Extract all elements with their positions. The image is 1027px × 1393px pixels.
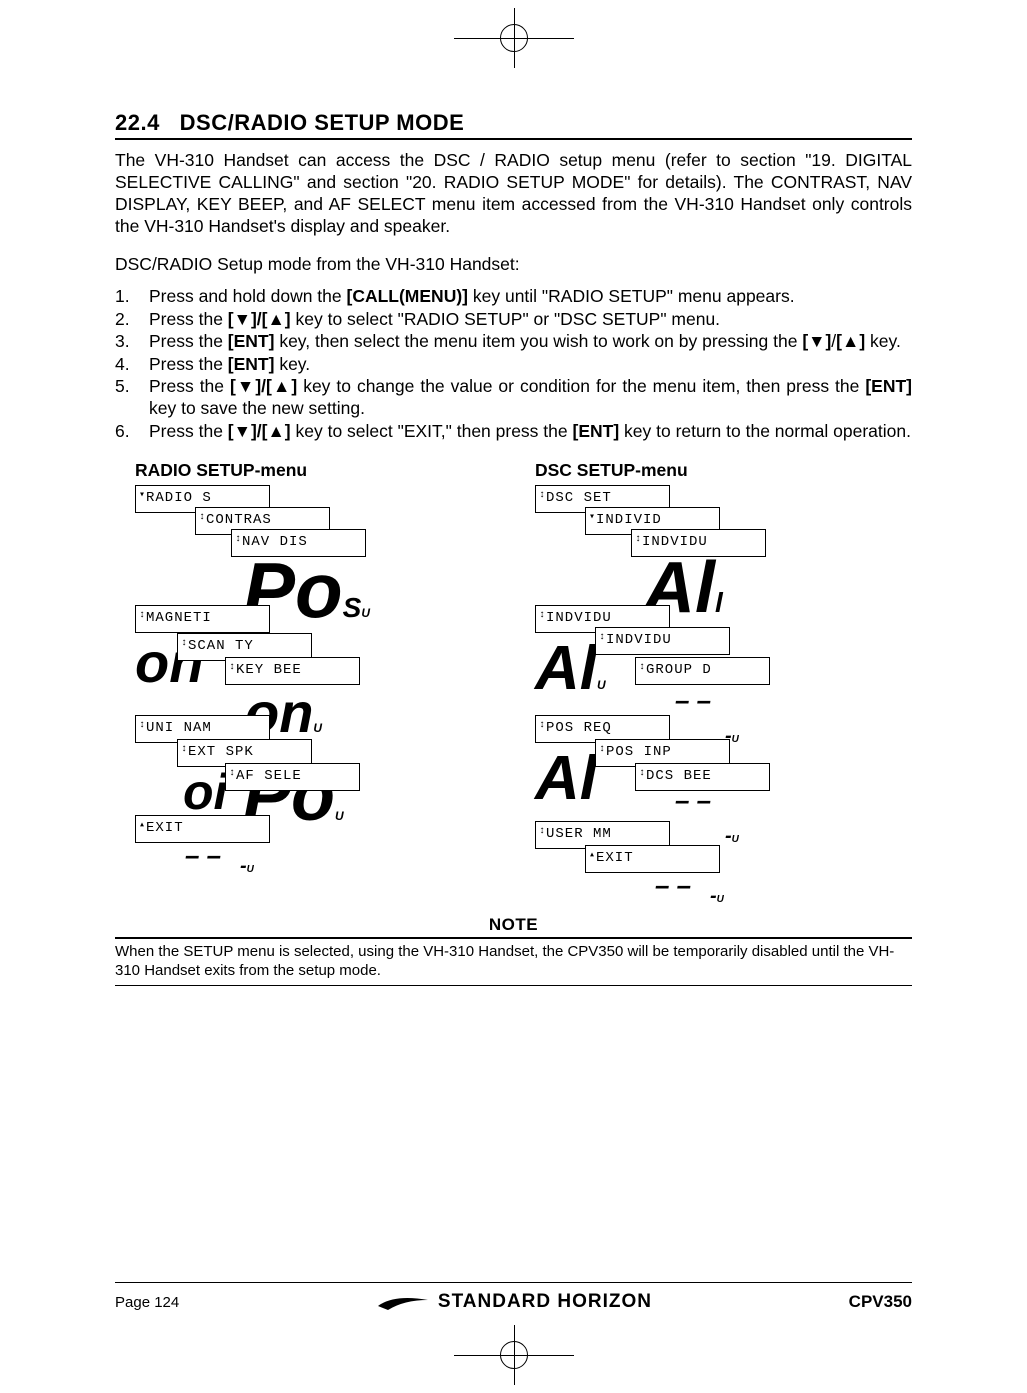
lcd-label: DSC SET (546, 490, 612, 506)
section-number: 22.4 (115, 110, 160, 135)
step-6: Press the [▼]/[▲] key to select "EXIT," … (115, 420, 912, 442)
lcd-label: NAV DIS (242, 534, 308, 550)
lcd-ghost-text: -U (710, 885, 724, 908)
arrow-icon: ↕ (139, 611, 146, 621)
step-1: Press and hold down the [CALL(MENU)] key… (115, 285, 912, 307)
lcd-label: RADIO S (146, 490, 212, 506)
sub-intro: DSC/RADIO Setup mode from the VH-310 Han… (115, 254, 912, 276)
arrow-icon: ↕ (639, 769, 646, 779)
section-title-text: DSC/RADIO SETUP MODE (180, 110, 465, 135)
arrow-icon: ↕ (599, 633, 606, 643)
lcd-label: POS INP (606, 744, 672, 760)
arrow-icon: ↕ (639, 663, 646, 673)
step-5: Press the [▼]/[▲] key to change the valu… (115, 375, 912, 420)
crop-mark-top (454, 8, 574, 68)
lcd-menu-item: ↕MAGNETI (135, 605, 270, 633)
lcd-menu-item: ↕INDVIDU (595, 627, 730, 655)
lcd-ghost-text: oi (183, 763, 227, 821)
brand-swoosh-icon (376, 1292, 430, 1312)
lcd-label: INDVIDU (642, 534, 708, 550)
arrow-icon: ↕ (229, 663, 236, 673)
lcd-ghost-text: – – (655, 870, 691, 901)
step-3: Press the [ENT] key, then select the men… (115, 330, 912, 352)
lcd-label: MAGNETI (146, 610, 212, 626)
section-heading: 22.4 DSC/RADIO SETUP MODE (115, 110, 912, 140)
arrow-icon: ↕ (181, 639, 188, 649)
menu-diagrams: RADIO SETUP-menu PoSUononUoiPoU– –-U▾RAD… (115, 460, 912, 895)
note-title: NOTE (115, 915, 912, 935)
arrow-icon: ↕ (539, 611, 546, 621)
note-text: When the SETUP menu is selected, using t… (115, 943, 912, 981)
lcd-label: DCS BEE (646, 768, 712, 784)
lcd-menu-item: ↕DCS BEE (635, 763, 770, 791)
lcd-ghost-text: Al (535, 743, 597, 814)
lcd-label: INDIVID (596, 512, 662, 528)
arrow-icon: ↕ (539, 721, 546, 731)
footer-model: CPV350 (849, 1292, 912, 1312)
arrow-icon: ↕ (229, 769, 236, 779)
arrow-icon: ↕ (139, 721, 146, 731)
dsc-setup-title: DSC SETUP-menu (535, 460, 835, 481)
lcd-ghost-text: – – (675, 685, 711, 716)
lcd-label: USER MM (546, 826, 612, 842)
footer-brand: STANDARD HORIZON (376, 1291, 652, 1313)
arrow-icon: ↕ (599, 745, 606, 755)
intro-paragraph: The VH-310 Handset can access the DSC / … (115, 150, 912, 238)
arrow-icon: ↕ (235, 535, 242, 545)
lcd-label: POS REQ (546, 720, 612, 736)
footer-brand-text: STANDARD HORIZON (438, 1291, 652, 1313)
crop-mark-bottom (454, 1325, 574, 1385)
steps-list: Press and hold down the [CALL(MENU)] key… (115, 285, 912, 442)
lcd-label: AF SELE (236, 768, 302, 784)
radio-setup-column: RADIO SETUP-menu PoSUononUoiPoU– –-U▾RAD… (115, 460, 435, 895)
step-4: Press the [ENT] key. (115, 353, 912, 375)
arrow-icon: ▾ (589, 513, 596, 523)
lcd-menu-item: ↕GROUP D (635, 657, 770, 685)
footer-page-number: Page 124 (115, 1294, 179, 1311)
dsc-cascade: AllAlU– –Al-U– –-U– –-U↕DSC SET▾INDIVID↕… (535, 485, 835, 895)
arrow-icon: ↕ (539, 827, 546, 837)
arrow-icon: ↕ (199, 513, 206, 523)
lcd-label: GROUP D (646, 662, 712, 678)
lcd-label: CONTRAS (206, 512, 272, 528)
dsc-setup-column: DSC SETUP-menu AllAlU– –Al-U– –-U– –-U↕D… (515, 460, 835, 895)
lcd-menu-item: ↕INDVIDU (631, 529, 766, 557)
arrow-icon: ▾ (139, 491, 146, 501)
lcd-label: EXT SPK (188, 744, 254, 760)
lcd-ghost-text: -U (240, 855, 254, 878)
arrow-icon: ▴ (139, 821, 146, 831)
lcd-label: EXIT (596, 850, 634, 866)
lcd-ghost-text: – – (185, 840, 221, 871)
arrow-icon: ▴ (589, 851, 596, 861)
arrow-icon: ↕ (181, 745, 188, 755)
lcd-label: INDVIDU (546, 610, 612, 626)
lcd-label: SCAN TY (188, 638, 254, 654)
radio-setup-title: RADIO SETUP-menu (135, 460, 435, 481)
radio-cascade: PoSUononUoiPoU– –-U▾RADIO S↕CONTRAS↕NAV … (135, 485, 435, 895)
lcd-menu-item: ↕NAV DIS (231, 529, 366, 557)
lcd-menu-item: ▴EXIT (585, 845, 720, 873)
lcd-menu-item: ↕KEY BEE (225, 657, 360, 685)
note-block: NOTE When the SETUP menu is selected, us… (115, 915, 912, 986)
page-footer: Page 124 STANDARD HORIZON CPV350 (115, 1282, 912, 1313)
lcd-label: EXIT (146, 820, 184, 836)
arrow-icon: ↕ (539, 491, 546, 501)
lcd-label: KEY BEE (236, 662, 302, 678)
lcd-menu-item: ↕AF SELE (225, 763, 360, 791)
lcd-label: INDVIDU (606, 632, 672, 648)
step-2: Press the [▼]/[▲] key to select "RADIO S… (115, 308, 912, 330)
lcd-ghost-text: -U (725, 825, 739, 848)
arrow-icon: ↕ (635, 535, 642, 545)
lcd-label: UNI NAM (146, 720, 212, 736)
lcd-menu-item: ▴EXIT (135, 815, 270, 843)
